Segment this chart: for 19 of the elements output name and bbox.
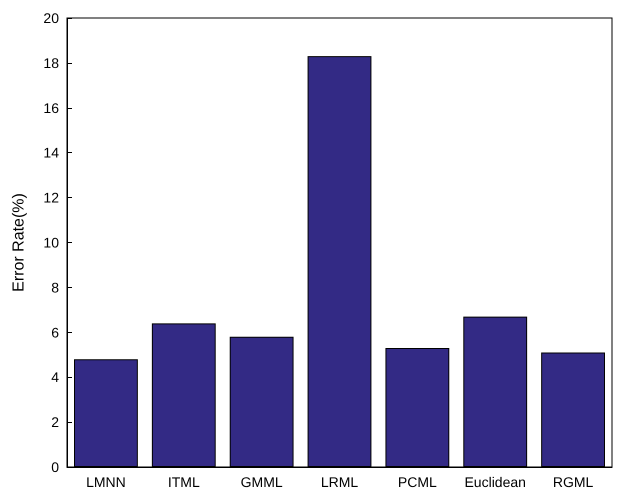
y-tick-label: 20 <box>43 10 60 26</box>
x-tick-label: LMNN <box>86 474 126 490</box>
y-tick-label: 18 <box>43 54 60 71</box>
x-tick-label: PCML <box>398 474 438 490</box>
y-tick-label: 4 <box>51 369 60 386</box>
y-tick-label: 10 <box>43 234 60 250</box>
y-tick-label: 6 <box>51 324 60 340</box>
y-tick-label: 0 <box>51 459 60 475</box>
y-tick-label: 2 <box>51 414 60 430</box>
x-tick-label: GMML <box>240 474 283 490</box>
x-tick-label: ITML <box>168 474 200 490</box>
y-tick-label: 12 <box>43 190 60 206</box>
y-axis-title: Error Rate(%) <box>10 193 28 292</box>
x-tick-label: LRML <box>320 474 358 490</box>
y-tick-label: 14 <box>43 144 60 161</box>
x-tick-label: Euclidean <box>464 474 526 490</box>
y-tick-label: 16 <box>43 100 60 116</box>
y-tick-label: 8 <box>51 279 60 296</box>
x-tick-label: RGML <box>552 474 594 490</box>
